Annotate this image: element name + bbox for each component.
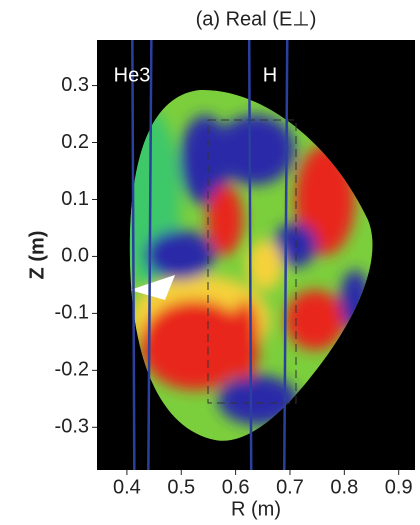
region-box xyxy=(207,119,297,404)
x-tick-label: 0.4 xyxy=(113,476,141,498)
x-tick-label: 0.9 xyxy=(385,476,413,498)
resonance-line xyxy=(283,39,289,471)
y-tick-label: -0.3 xyxy=(55,416,89,438)
y-tick-label: 0.1 xyxy=(61,188,89,210)
y-tick-label: 0.3 xyxy=(61,74,89,96)
chart-title: (a) Real (E⊥) xyxy=(196,8,317,30)
resonance-line xyxy=(131,39,136,471)
x-tick-label: 0.6 xyxy=(222,476,250,498)
resonance-line xyxy=(247,39,253,471)
y-tick-label: -0.2 xyxy=(55,359,89,381)
y-axis-label: Z (m) xyxy=(26,231,48,280)
y-tick-label: 0.0 xyxy=(61,245,89,267)
resonance-line xyxy=(147,39,153,471)
x-tick-label: 0.7 xyxy=(276,476,304,498)
y-tick-label: -0.1 xyxy=(55,302,89,324)
x-tick-label: 0.5 xyxy=(167,476,195,498)
annotation: He3 xyxy=(114,64,151,86)
x-axis-label: R (m) xyxy=(231,498,281,520)
y-tick-label: 0.2 xyxy=(61,131,89,153)
x-tick-label: 0.8 xyxy=(330,476,358,498)
annotation: H xyxy=(263,64,277,86)
